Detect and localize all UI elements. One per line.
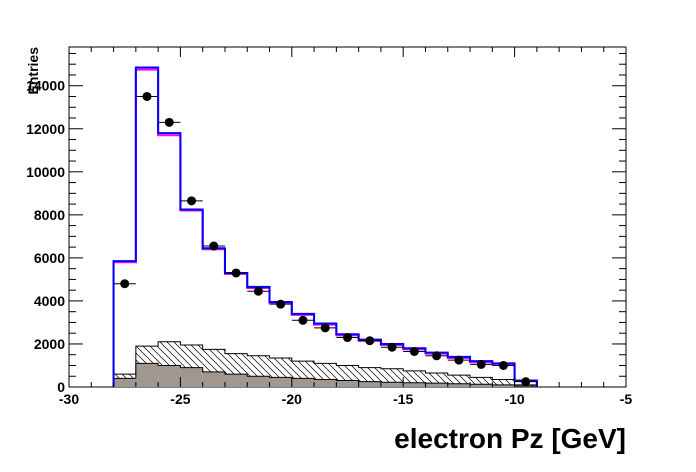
data-point — [454, 355, 464, 365]
y-tick-label: 0 — [57, 379, 65, 395]
filled-bar — [492, 384, 515, 387]
data-point — [298, 315, 308, 325]
filled-bar — [470, 384, 493, 387]
filled-bar — [358, 381, 381, 387]
hatched-bar — [470, 377, 493, 387]
data-point — [231, 268, 241, 278]
filled-bar — [135, 363, 159, 387]
y-tick-label: 12000 — [26, 121, 65, 137]
filled-bar — [202, 371, 225, 387]
y-axis-ticks: 0 2000 4000 6000 8000 10000 12000 14000 — [26, 52, 626, 395]
y-tick-label: 4000 — [34, 293, 65, 309]
x-tick-label: -5 — [620, 391, 633, 407]
filled-bar — [269, 377, 292, 387]
y-tick-label: 2000 — [34, 336, 65, 352]
data-point — [276, 299, 286, 309]
x-tick-label: -25 — [170, 391, 190, 407]
data-point — [476, 359, 486, 369]
filled-bar — [247, 376, 270, 387]
data-point — [387, 342, 397, 352]
data-point — [120, 279, 130, 289]
x-tick-label: -15 — [393, 391, 413, 407]
y-tick-label: 8000 — [34, 207, 65, 223]
x-tick-label: -10 — [504, 391, 524, 407]
filled-bar — [224, 374, 248, 387]
data-point — [187, 196, 197, 206]
filled-bar — [158, 365, 181, 387]
filled-bar — [314, 379, 337, 387]
filled-bar — [291, 378, 315, 387]
hatched-bar — [447, 375, 471, 387]
data-point — [409, 346, 419, 356]
data-point — [253, 286, 263, 296]
y-tick-label: 6000 — [34, 250, 65, 266]
filled-bar — [336, 380, 359, 387]
x-tick-label: -20 — [282, 391, 302, 407]
data-point — [498, 360, 508, 370]
data-point — [432, 351, 442, 361]
filled-bar — [113, 378, 136, 387]
background-filled-histogram — [113, 362, 538, 387]
data-point — [209, 241, 219, 251]
y-axis-title: Entries — [25, 47, 41, 95]
data-point — [343, 333, 352, 343]
filled-bar — [447, 383, 471, 387]
hatched-outline — [113, 341, 538, 387]
x-tick-label: -30 — [59, 391, 79, 407]
y-tick-label: 10000 — [26, 164, 65, 180]
filled-bar — [403, 382, 426, 387]
data-point — [365, 336, 375, 346]
data-point — [320, 323, 330, 333]
filled-bar — [180, 367, 203, 387]
plot-frame — [68, 46, 627, 388]
data-points — [113, 91, 537, 387]
data-point — [164, 117, 174, 127]
x-axis-ticks: -30 -25 -20 -15 -10 -5 — [59, 47, 633, 407]
y-tick-label: 14000 — [26, 78, 65, 94]
data-point — [521, 377, 531, 387]
filled-bar — [380, 382, 404, 387]
x-axis-title: electron Pz [GeV] — [394, 423, 626, 454]
filled-bar — [425, 383, 448, 387]
hatched-bar — [492, 379, 515, 387]
data-point — [142, 91, 152, 101]
